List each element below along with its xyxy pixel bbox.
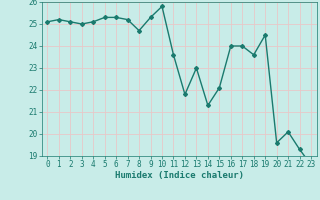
X-axis label: Humidex (Indice chaleur): Humidex (Indice chaleur): [115, 171, 244, 180]
